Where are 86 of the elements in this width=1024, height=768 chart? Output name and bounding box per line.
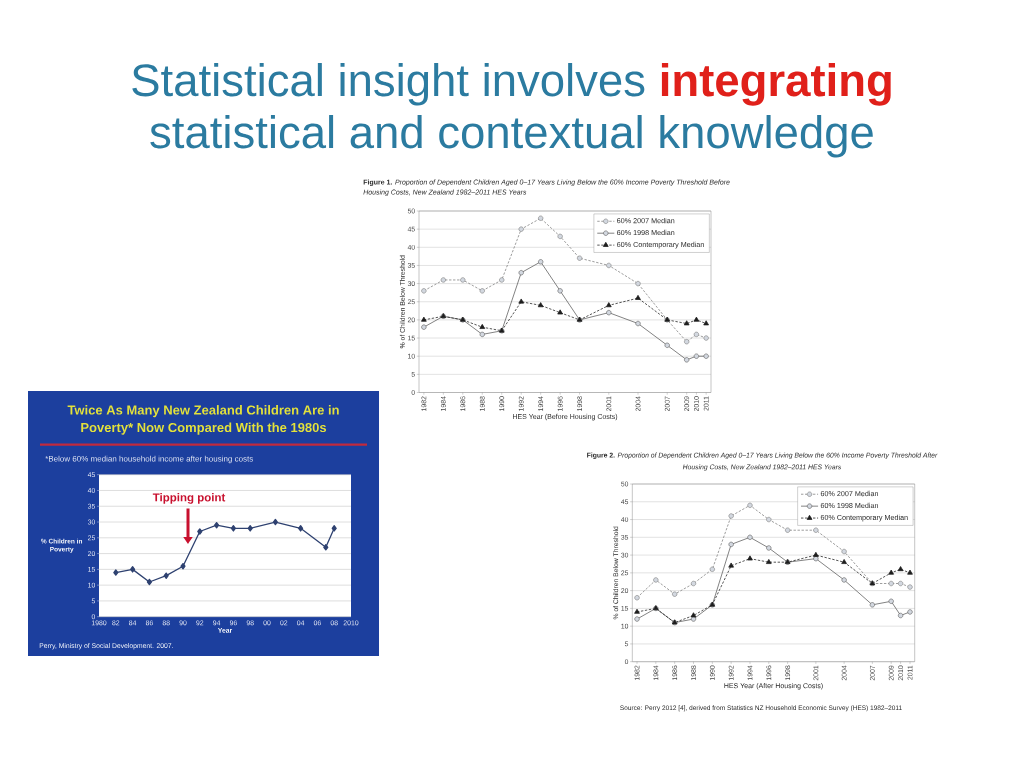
- point: [113, 569, 119, 576]
- point: [684, 357, 690, 363]
- point: [907, 584, 913, 590]
- point: [557, 233, 563, 239]
- point: [247, 525, 253, 532]
- point: [634, 608, 640, 614]
- point: [606, 310, 612, 316]
- point: [323, 544, 329, 551]
- point: [272, 518, 278, 526]
- point: [766, 545, 772, 551]
- point: [421, 288, 427, 294]
- point: [907, 609, 913, 615]
- point: [130, 566, 136, 573]
- point: [146, 578, 152, 586]
- point: [785, 527, 791, 533]
- point: [577, 255, 583, 261]
- point: [897, 566, 904, 572]
- point: [703, 320, 709, 326]
- point: [728, 541, 734, 548]
- point: [888, 569, 894, 575]
- point: [421, 324, 427, 330]
- point: [460, 277, 466, 283]
- point: [683, 320, 690, 326]
- point: [888, 598, 894, 604]
- point: [813, 551, 819, 557]
- point: [693, 353, 700, 359]
- point: [214, 521, 220, 529]
- point: [557, 288, 563, 294]
- point: [479, 331, 485, 338]
- point: [557, 309, 563, 315]
- point: [888, 580, 894, 587]
- chart-title: Twice As Many New Zealand Children Are in Poverty* Now Compared With the 1980s: [67, 405, 339, 435]
- point: [479, 323, 486, 329]
- point: [728, 562, 734, 568]
- point: [421, 316, 427, 322]
- point: [907, 569, 913, 575]
- point: [728, 513, 734, 519]
- point: [766, 559, 772, 564]
- annotation: Tipping point: [152, 493, 226, 504]
- point: [703, 353, 709, 359]
- point: [672, 591, 678, 597]
- point: [897, 612, 904, 619]
- point: [499, 277, 505, 283]
- point: [331, 525, 337, 532]
- point: [813, 556, 819, 562]
- point: [841, 559, 847, 564]
- point: [897, 580, 904, 587]
- point: [693, 316, 700, 322]
- point: [709, 566, 715, 572]
- point: [684, 339, 690, 345]
- point: [518, 270, 524, 276]
- point: [479, 288, 485, 294]
- point: [869, 602, 875, 608]
- point: [766, 516, 772, 523]
- point: [606, 302, 612, 308]
- point: [635, 281, 641, 287]
- point: [538, 259, 544, 265]
- point: [747, 502, 753, 508]
- point: [298, 525, 304, 532]
- point: [841, 548, 847, 555]
- text: Statistical insight involves integrating statistical and contextual knowledge: [132, 63, 891, 158]
- point: [664, 342, 670, 348]
- point: [813, 527, 819, 533]
- point: [634, 616, 640, 622]
- point: [180, 562, 186, 570]
- point: [606, 262, 612, 269]
- point: [693, 331, 700, 338]
- point: [690, 612, 697, 618]
- point: [163, 572, 169, 579]
- point: [635, 320, 641, 327]
- point: [690, 580, 697, 587]
- point: [230, 525, 236, 532]
- point: [841, 577, 847, 583]
- point: [747, 534, 753, 540]
- point: [635, 294, 641, 300]
- point: [653, 577, 659, 583]
- point: [703, 335, 709, 341]
- point: [518, 298, 525, 304]
- chart-subtitle: *Below 60% median household income after housing costs: [45, 455, 253, 464]
- point: [634, 595, 640, 601]
- point: [518, 226, 524, 232]
- point: [537, 302, 544, 308]
- point: [440, 277, 446, 283]
- point: [538, 215, 544, 221]
- point: [747, 555, 753, 561]
- point: [197, 528, 203, 535]
